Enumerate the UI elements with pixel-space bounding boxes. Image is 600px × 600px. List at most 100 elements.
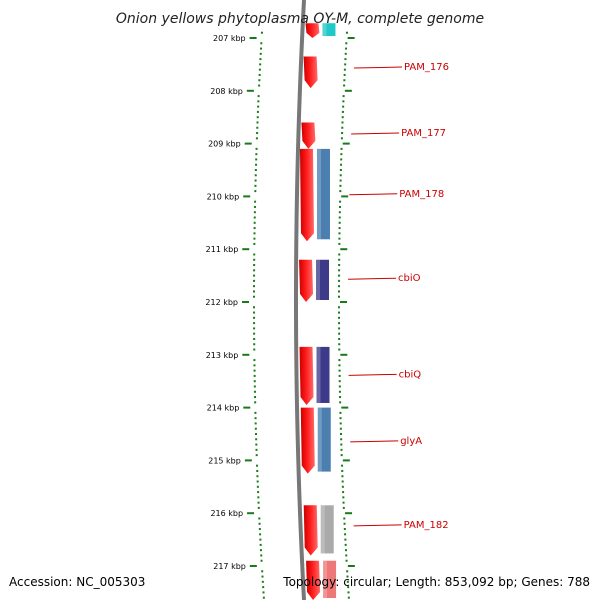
- minor-tick-right: [344, 533, 347, 536]
- minor-tick-left: [253, 311, 256, 314]
- minor-tick-left: [254, 396, 257, 399]
- minor-tick-left: [257, 95, 260, 98]
- minor-tick-right: [339, 396, 342, 399]
- minor-tick-left: [261, 575, 264, 578]
- minor-tick-left: [260, 554, 263, 557]
- minor-tick-left: [259, 52, 262, 55]
- minor-tick-left: [259, 543, 262, 546]
- minor-tick-left: [257, 506, 260, 509]
- minor-tick-right: [338, 290, 341, 293]
- minor-tick-left: [253, 380, 256, 383]
- minor-tick-left: [256, 464, 259, 467]
- minor-tick-left: [260, 559, 263, 562]
- minor-tick-right: [338, 237, 341, 240]
- tick-label: 217 kbp: [213, 562, 246, 571]
- minor-tick-right: [343, 517, 346, 520]
- topology-text: Topology: circular; Length: 853,092 bp; …: [282, 575, 590, 589]
- minor-tick-right: [340, 147, 343, 150]
- minor-tick-left: [253, 227, 256, 230]
- minor-tick-right: [338, 227, 341, 230]
- minor-tick-left: [254, 427, 257, 430]
- minor-tick-right: [347, 591, 350, 594]
- minor-tick-left: [256, 110, 259, 113]
- minor-tick-right: [338, 369, 341, 372]
- gene-arrow: [299, 346, 314, 405]
- minor-tick-left: [255, 448, 258, 451]
- label-leader-line: [348, 373, 397, 376]
- major-tick-left: [247, 512, 255, 515]
- minor-tick-left: [253, 274, 256, 277]
- major-tick-left: [242, 248, 250, 251]
- minor-tick-left: [255, 438, 258, 441]
- minor-tick-right: [338, 311, 341, 314]
- minor-tick-right: [347, 586, 350, 589]
- minor-tick-left: [253, 369, 256, 372]
- cog-bar-highlight: [322, 23, 327, 36]
- minor-tick-left: [254, 169, 257, 171]
- cog-bar-highlight: [320, 505, 325, 554]
- minor-tick-right: [338, 390, 341, 393]
- minor-tick-right: [341, 464, 344, 467]
- minor-tick-right: [339, 200, 342, 203]
- minor-tick-left: [253, 237, 256, 240]
- minor-tick-right: [338, 216, 341, 219]
- minor-tick-left: [258, 522, 261, 525]
- minor-tick-left: [253, 205, 256, 208]
- map-title: Onion yellows phytoplasma OY-M, complete…: [116, 11, 484, 27]
- minor-tick-right: [341, 126, 344, 129]
- minor-tick-left: [256, 116, 259, 119]
- minor-tick-left: [253, 337, 256, 340]
- major-tick-left: [242, 301, 250, 303]
- minor-tick-left: [254, 422, 257, 425]
- minor-tick-right: [338, 343, 341, 346]
- minor-tick-right: [341, 469, 344, 472]
- minor-tick-right: [338, 274, 341, 277]
- label-leader-line: [348, 277, 397, 280]
- cog-category-bar: [317, 407, 331, 472]
- cog-category-bar: [316, 346, 330, 403]
- major-tick-left: [243, 195, 251, 198]
- tick-label: 207 kbp: [213, 34, 246, 43]
- minor-tick-left: [256, 121, 259, 124]
- major-tick-right: [347, 37, 355, 39]
- minor-tick-right: [340, 443, 343, 446]
- tick-label: 211 kbp: [206, 245, 239, 254]
- tick-label: 216 kbp: [210, 509, 243, 518]
- minor-tick-left: [253, 269, 256, 272]
- minor-tick-right: [341, 116, 344, 119]
- minor-tick-right: [343, 84, 346, 87]
- gene-arrow: [303, 505, 318, 556]
- cog-bar-highlight: [323, 560, 328, 598]
- minor-tick-left: [260, 47, 263, 50]
- minor-tick-right: [338, 269, 341, 272]
- minor-tick-right: [339, 433, 342, 435]
- minor-tick-left: [253, 316, 256, 319]
- minor-tick-right: [343, 522, 346, 525]
- cog-category-bar: [322, 23, 336, 36]
- minor-tick-left: [262, 591, 265, 594]
- minor-tick-left: [253, 290, 256, 293]
- minor-tick-right: [339, 169, 342, 171]
- minor-tick-right: [343, 528, 346, 531]
- minor-tick-left: [253, 221, 256, 224]
- major-tick-right: [340, 248, 348, 251]
- minor-tick-left: [253, 327, 256, 330]
- gene-arrow: [299, 148, 314, 242]
- minor-tick-left: [255, 163, 258, 166]
- minor-tick-left: [257, 105, 260, 108]
- minor-tick-right: [339, 184, 342, 187]
- minor-tick-right: [339, 401, 342, 404]
- gene-track: [299, 23, 337, 600]
- minor-tick-left: [253, 322, 256, 325]
- minor-tick-left: [254, 190, 257, 193]
- minor-tick-right: [347, 596, 350, 599]
- minor-tick-right: [340, 163, 343, 166]
- minor-tick-right: [338, 316, 341, 319]
- major-tick-left: [249, 37, 257, 39]
- minor-tick-right: [344, 63, 347, 66]
- minor-tick-right: [338, 264, 341, 267]
- minor-tick-right: [339, 174, 342, 177]
- minor-tick-left: [256, 132, 259, 135]
- minor-tick-right: [344, 58, 347, 61]
